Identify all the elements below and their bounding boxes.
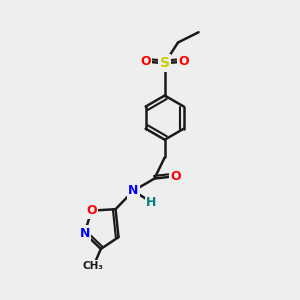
Text: N: N	[80, 227, 90, 240]
Text: N: N	[128, 184, 138, 197]
Text: H: H	[146, 196, 157, 208]
Text: CH₃: CH₃	[83, 261, 104, 271]
Text: O: O	[170, 170, 181, 183]
Text: O: O	[178, 55, 189, 68]
Text: O: O	[86, 204, 97, 217]
Text: S: S	[160, 56, 170, 70]
Text: O: O	[140, 55, 151, 68]
